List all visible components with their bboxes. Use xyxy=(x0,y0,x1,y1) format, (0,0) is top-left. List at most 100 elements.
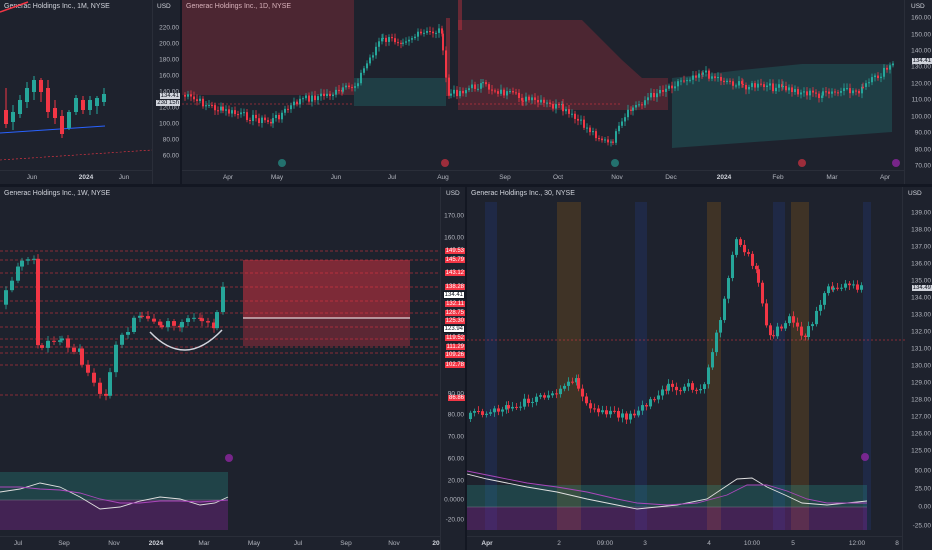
candle-body xyxy=(874,75,876,78)
currency-label[interactable]: USD xyxy=(446,190,460,197)
currency-label[interactable]: USD xyxy=(157,3,171,10)
y-tick: 80.00 xyxy=(447,411,464,419)
y-tick: 200.00 xyxy=(159,40,179,48)
last-price-label: 134.41 xyxy=(159,93,180,99)
x-tick: 2024 xyxy=(716,174,732,181)
level-label: 125.30 xyxy=(444,318,465,324)
y-tick: 0.0000 xyxy=(444,496,464,504)
time-axis[interactable]: Apr 2 09:00 3 4 10:00 5 12:00 8 xyxy=(467,536,902,550)
candle-body xyxy=(278,114,280,120)
candle-body xyxy=(662,89,664,92)
x-tick: Jun xyxy=(118,174,130,181)
candle-body xyxy=(559,388,562,395)
candle-body xyxy=(527,398,530,403)
y-tick: 70.00 xyxy=(914,162,931,170)
y-tick: 140.00 xyxy=(911,47,931,55)
candle-body xyxy=(80,348,84,365)
weekly-chart-pane[interactable]: Generac Holdings Inc., 1W, NYSE xyxy=(0,187,465,550)
candle-body xyxy=(335,89,337,95)
candle-body xyxy=(769,325,772,336)
candle-body xyxy=(40,345,44,348)
time-axis[interactable]: Jul Sep Nov 2024 Mar May Jul Sep Nov 20 xyxy=(0,536,440,550)
candle-body xyxy=(627,109,629,118)
candle-body xyxy=(519,406,522,408)
price-axis[interactable]: USD 170.00 160.00 90.00 80.00 70.00 60.0… xyxy=(440,187,465,550)
candle-body xyxy=(456,89,458,97)
candle-body xyxy=(190,94,192,97)
time-axis[interactable]: Apr May Jun Jul Aug Sep Oct Nov Dec 2024… xyxy=(182,170,904,184)
price-axis[interactable]: USD 160.00 150.00 140.00 130.00 120.00 1… xyxy=(904,0,932,184)
y-tick: 135.00 xyxy=(911,277,931,285)
candle-body xyxy=(772,83,774,92)
candle-body xyxy=(601,410,604,413)
candle-body xyxy=(459,90,461,97)
candle-body xyxy=(36,258,40,346)
candle-body xyxy=(565,109,567,112)
candle-body xyxy=(574,113,576,119)
candle-body xyxy=(104,393,108,396)
candle-body xyxy=(308,95,310,102)
candle-body xyxy=(861,86,863,94)
currency-label[interactable]: USD xyxy=(908,190,922,197)
candle-body xyxy=(438,28,440,33)
candle-body xyxy=(633,413,636,416)
candle-body xyxy=(158,321,162,326)
candle-body xyxy=(729,80,731,82)
time-axis[interactable]: Jun 2024 Jun xyxy=(0,170,152,184)
candle-body xyxy=(621,413,624,418)
candle-body xyxy=(555,104,557,109)
candle-body xyxy=(757,83,759,88)
candle-body xyxy=(281,112,283,120)
chart-title: Generac Holdings Inc., 30, NYSE xyxy=(471,190,575,197)
y-tick: 128.00 xyxy=(911,396,931,404)
candle-body xyxy=(140,315,144,317)
candle-body xyxy=(772,335,775,337)
candle-body xyxy=(485,82,487,85)
candle-body xyxy=(555,393,558,395)
x-tick: 10:00 xyxy=(743,540,761,547)
level-label: 143.12 xyxy=(444,270,465,276)
x-tick: May xyxy=(270,174,284,181)
x-tick: Apr xyxy=(222,174,234,181)
candle-body xyxy=(831,91,833,94)
candle-body xyxy=(249,119,251,121)
candle-body xyxy=(811,324,814,327)
daily-chart-pane[interactable]: Generac Holdings Inc., 1D, NYSE USD 160.… xyxy=(182,0,932,184)
candle-body xyxy=(683,386,686,391)
candle-body xyxy=(493,408,496,413)
y-tick: 80.00 xyxy=(162,136,179,144)
candle-body xyxy=(892,63,894,66)
currency-label[interactable]: USD xyxy=(911,3,925,10)
candle-body xyxy=(647,97,649,101)
candle-body xyxy=(448,77,450,96)
candle-body xyxy=(372,55,374,58)
candle-body xyxy=(680,80,682,82)
candle-body xyxy=(523,398,526,407)
x-tick: 12:00 xyxy=(848,540,866,547)
candle-body xyxy=(661,389,664,396)
y-tick: 25.00 xyxy=(914,485,931,493)
candle-body xyxy=(794,89,796,93)
price-axis[interactable]: USD 139.00 138.00 137.00 136.00 135.00 1… xyxy=(902,187,932,550)
candle-body xyxy=(686,80,688,82)
candle-body xyxy=(471,84,473,89)
y-tick: 127.00 xyxy=(911,413,931,421)
candle-body xyxy=(405,41,407,43)
candle-body xyxy=(543,99,545,103)
candle-body xyxy=(707,367,710,385)
price-axis[interactable]: USD 220.00 200.00 180.00 160.00 140.00 1… xyxy=(152,0,180,184)
intraday-chart-pane[interactable]: Generac Holdings Inc., 30, NYSE USD 139.… xyxy=(467,187,932,550)
y-tick: 100.00 xyxy=(159,120,179,128)
candle-body xyxy=(426,30,428,33)
candle-body xyxy=(804,335,807,338)
candle-body xyxy=(583,119,585,128)
candle-body xyxy=(657,395,660,400)
candle-body xyxy=(715,332,718,353)
candle-body xyxy=(595,131,597,139)
candle-body xyxy=(381,38,383,42)
monthly-chart-pane[interactable]: Generac Holdings Inc., 1M, NYSE USD 220.… xyxy=(0,0,180,184)
x-tick: Nov xyxy=(611,174,623,181)
candle-body xyxy=(275,114,277,119)
daily-candles xyxy=(182,0,900,167)
candle-body xyxy=(186,318,190,322)
